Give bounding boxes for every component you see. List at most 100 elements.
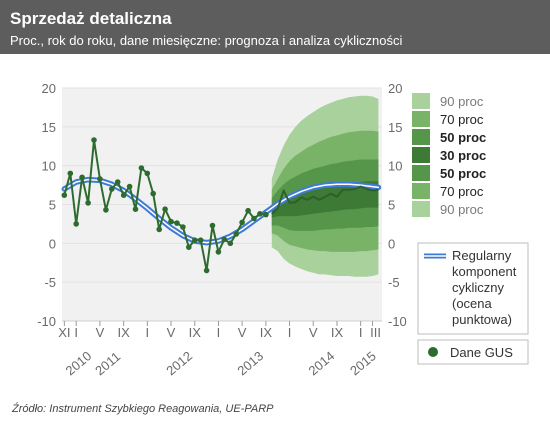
gus-data-point — [174, 220, 180, 226]
band-legend-swatch — [412, 111, 430, 127]
month-tick-label: V — [167, 325, 176, 340]
gus-data-point — [91, 137, 97, 143]
gus-data-point — [109, 186, 115, 192]
band-legend-swatch — [412, 129, 430, 145]
year-label: 2014 — [306, 348, 338, 378]
gus-data-point — [73, 221, 79, 227]
gus-data-point — [186, 244, 192, 250]
gus-data-point — [144, 170, 151, 177]
cycle-legend-line-2: komponent — [452, 264, 517, 279]
cycle-legend-line-5: punktowa) — [452, 312, 512, 327]
gus-data-point — [97, 176, 103, 182]
band-legend-label: 70 proc — [440, 112, 484, 127]
month-tick-label: I — [217, 325, 221, 340]
gus-data-point — [67, 170, 74, 177]
gus-points — [61, 137, 269, 274]
gus-data-point — [197, 237, 204, 243]
gus-data-point — [233, 231, 239, 237]
year-label: 2012 — [163, 348, 195, 378]
gus-data-point — [103, 207, 109, 213]
gus-data-point — [126, 183, 133, 190]
gus-data-point — [263, 211, 269, 218]
gus-data-point — [168, 218, 174, 225]
chart-title: Sprzedaż detaliczna — [10, 9, 172, 28]
gus-data-point — [245, 207, 251, 214]
band-legend-swatch — [412, 165, 430, 181]
cycle-legend-line-1: Regularny — [452, 248, 512, 263]
source-note: Źródło: Instrument Szybkiego Reagowania,… — [11, 402, 274, 415]
month-tick-label: I — [288, 325, 292, 340]
month-tick-label: I — [74, 325, 78, 340]
month-tick-label: IX — [331, 325, 344, 340]
band-legend-label: 70 proc — [440, 184, 484, 199]
gus-data-point — [227, 240, 234, 247]
y-tick-label-right: -5 — [388, 275, 400, 290]
gus-data-point — [114, 179, 121, 185]
y-tick-label-right: 10 — [388, 159, 402, 174]
y-tick-label-left: 20 — [42, 81, 56, 96]
gus-data-point — [156, 226, 162, 233]
month-tick-label: I — [146, 325, 150, 340]
y-tick-label-right: 5 — [388, 198, 395, 213]
gus-data-point — [150, 190, 156, 197]
gus-legend: Dane GUS — [417, 339, 529, 365]
month-tick-label: IX — [189, 325, 202, 340]
band-legend-swatch — [412, 147, 430, 163]
y-tick-label-left: 0 — [49, 236, 56, 251]
gus-data-point — [192, 237, 198, 243]
gus-legend-label: Dane GUS — [450, 345, 513, 360]
month-tick-label: I — [359, 325, 363, 340]
month-tick-label: IX — [118, 325, 131, 340]
gus-data-point — [61, 192, 68, 198]
band-legend-label: 50 proc — [440, 166, 486, 181]
y-tick-label-right: 15 — [388, 120, 402, 135]
y-tick-label-left: 10 — [42, 159, 56, 174]
gus-data-point — [132, 206, 139, 212]
band-legend-label: 90 proc — [440, 202, 484, 217]
band-legend: 90 proc 70 proc 50 proc 30 proc 50 proc 70 pr… — [412, 93, 486, 217]
cycle-legend: Regularny komponent cykliczny (ocena pun… — [417, 242, 529, 335]
gus-data-point — [180, 224, 186, 230]
y-tick-label-left: -5 — [44, 275, 56, 290]
cycle-legend-line-4: (ocena — [452, 296, 493, 311]
gus-data-point — [203, 267, 210, 274]
month-tick-label: III — [370, 325, 381, 340]
band-legend-label: 90 proc — [440, 94, 484, 109]
gus-data-point — [215, 249, 222, 255]
year-label: 2013 — [234, 348, 266, 378]
month-tick-label: V — [238, 325, 247, 340]
year-label: 2015 — [347, 348, 379, 378]
gus-data-point — [120, 192, 127, 198]
gus-data-point — [239, 219, 245, 226]
gus-data-point — [257, 211, 263, 217]
cycle-legend-line-3: cykliczny — [452, 280, 505, 295]
month-tick-label: V — [309, 325, 318, 340]
band-legend-swatch — [412, 201, 430, 217]
band-legend-label: 30 proc — [440, 148, 486, 163]
gus-data-point — [162, 206, 168, 212]
gus-data-point — [209, 222, 216, 229]
y-tick-label-left: 15 — [42, 120, 56, 135]
band-legend-label: 50 proc — [440, 130, 486, 145]
month-tick-label: V — [96, 325, 105, 340]
band-legend-swatch — [412, 93, 430, 109]
forecast-median-line — [271, 185, 379, 215]
y-tick-label-right: -10 — [388, 314, 407, 329]
gus-data-point — [79, 174, 85, 181]
chart-subtitle: Proc., rok do roku, dane miesięczne: pro… — [10, 33, 402, 48]
month-tick-label: XI — [58, 325, 70, 340]
y-tick-label-right: 0 — [388, 236, 395, 251]
cycle-legend-box — [417, 242, 529, 335]
y-tick-label-left: -10 — [37, 314, 56, 329]
gus-data-point — [85, 200, 91, 206]
gus-data-point — [251, 215, 257, 222]
gus-legend-marker — [428, 347, 438, 357]
year-label: 2011 — [92, 349, 123, 378]
gus-data-point — [221, 236, 228, 243]
y-tick-label-left: 5 — [49, 198, 56, 213]
y-tick-label-right: 20 — [388, 81, 402, 96]
gus-data-point — [138, 165, 145, 171]
header-bar — [0, 0, 550, 54]
month-tick-label: IX — [260, 325, 273, 340]
